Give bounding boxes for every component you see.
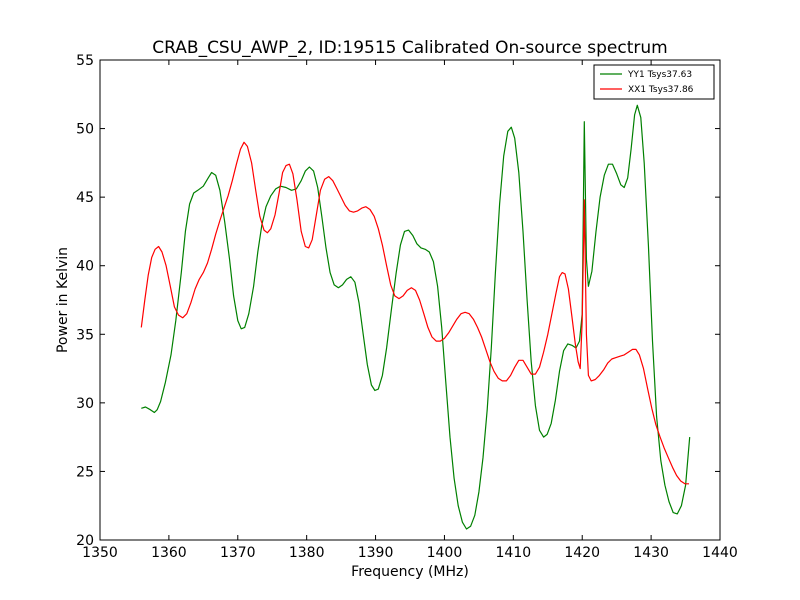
x-tick-label: 1400 [427,545,463,561]
y-tick-label: 45 [76,190,94,206]
ticks-layer [99,59,721,541]
y-tick-labels: 20 25 30 35 40 45 50 55 [76,53,94,549]
series-line-1 [140,141,689,485]
y-tick-label: 20 [76,533,94,549]
x-tick-label: 1390 [358,545,394,561]
x-axis-title: Frequency (MHz) [351,564,469,580]
plot-area [99,59,721,541]
y-axis-title: Power in Kelvin [55,247,71,353]
series-line-0 [141,104,691,530]
y-tick-label: 40 [76,259,94,275]
legend-label-yy1: YY1 Tsys37.63 [627,70,692,80]
legend-label-xx1: XX1 Tsys37.86 [628,85,694,95]
y-tick-label: 50 [76,122,94,138]
chart-title: CRAB_CSU_AWP_2, ID:19515 Calibrated On-s… [152,38,667,58]
x-tick-label: 1440 [702,545,738,561]
legend: YY1 Tsys37.63 XX1 Tsys37.86 [593,64,715,100]
plot-background [100,60,720,540]
x-tick-label: 1420 [564,545,600,561]
y-tick-label: 30 [76,396,94,412]
legend-box [593,64,715,100]
x-tick-labels: 1350 1360 1370 1380 1390 1400 1410 1420 1430 1440 [82,545,738,561]
x-tick-label: 1410 [496,545,532,561]
y-tick-label: 35 [76,327,94,343]
x-tick-label: 1350 [82,545,118,561]
y-tick-label: 55 [76,53,94,69]
x-tick-label: 1380 [289,545,325,561]
x-tick-label: 1360 [151,545,187,561]
plot-frame [99,59,721,541]
x-tick-label: 1370 [220,545,256,561]
y-tick-label: 25 [76,464,94,480]
x-tick-label: 1430 [633,545,669,561]
series-layer [140,104,691,530]
